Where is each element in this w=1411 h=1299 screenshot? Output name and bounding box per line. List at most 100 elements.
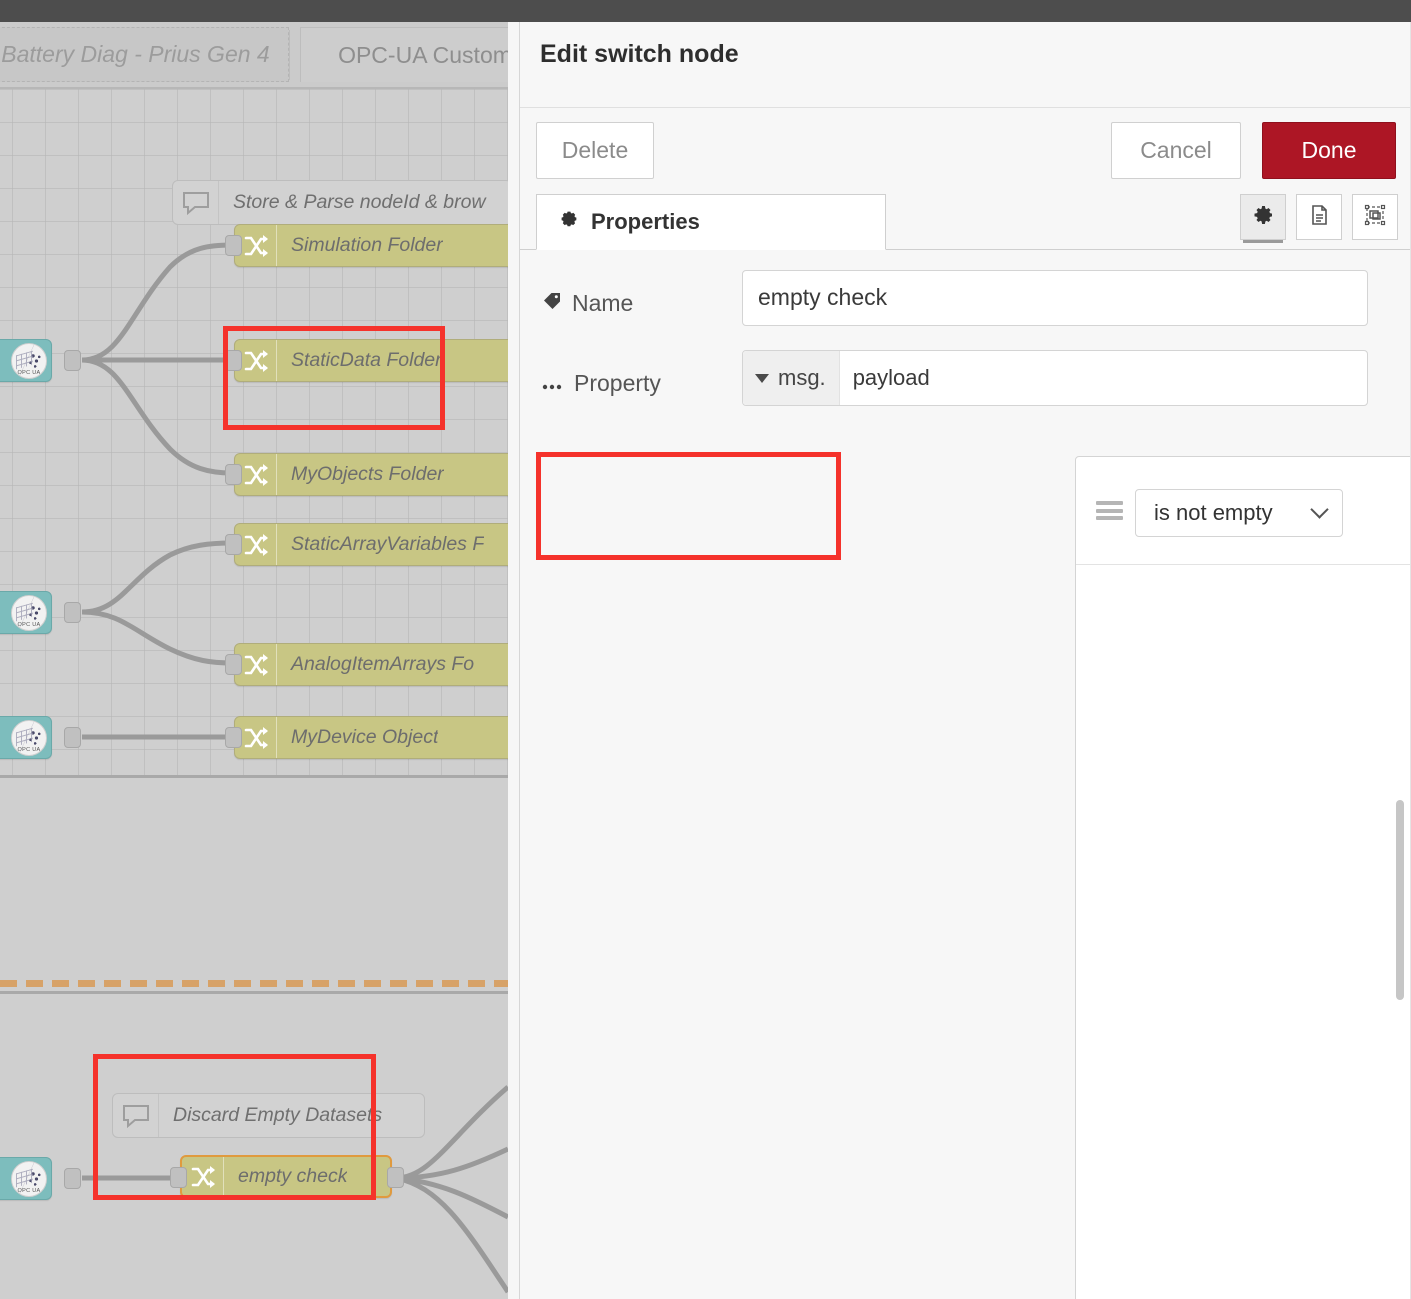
comment-node-discard-empty[interactable]: Discard Empty Datasets — [112, 1093, 425, 1138]
delete-button-label: Delete — [561, 137, 629, 163]
appearance-frame-icon — [1363, 203, 1387, 232]
switch-node-staticdata[interactable]: StaticData Folder — [234, 339, 508, 382]
edit-node-dialog: Edit switch node Delete Cancel Done Prop… — [223, 22, 1411, 1299]
node-output-port[interactable] — [64, 727, 81, 748]
switch-rule-row: is not empty → 1 ✖ — [1076, 457, 1411, 565]
switch-icon — [235, 454, 277, 495]
window-titlebar — [0, 0, 1411, 22]
switch-icon — [235, 340, 277, 381]
delete-button[interactable]: Delete — [536, 122, 654, 179]
dialog-form: Name empty check Property — [223, 270, 1411, 430]
dialog-tab-row: Properties — [520, 194, 1411, 250]
canvas-divider-lower — [0, 991, 508, 994]
switch-icon — [182, 1157, 224, 1196]
highlight-box-rule-operator — [536, 452, 841, 560]
description-document-icon — [1307, 203, 1331, 232]
switch-node-label: empty check — [238, 1165, 348, 1187]
switch-node-label: Simulation Folder — [291, 234, 443, 256]
appearance-frame-icon-button[interactable] — [1352, 194, 1398, 240]
switch-icon — [235, 225, 277, 266]
name-input-value: empty check — [758, 284, 888, 310]
switch-icon — [235, 717, 277, 758]
node-output-port[interactable] — [64, 1168, 81, 1189]
flow-editor: Battery Diag - Prius Gen 4 OPC-UA Custom — [0, 22, 508, 1299]
switch-node-label: StaticArrayVariables F — [291, 533, 485, 555]
rule-operator-label: is not empty — [1154, 500, 1273, 525]
switch-icon — [235, 644, 277, 685]
cancel-button[interactable]: Cancel — [1111, 122, 1241, 179]
done-button[interactable]: Done — [1262, 122, 1396, 179]
node-input-port[interactable] — [225, 350, 242, 371]
flow-tab-bar: Battery Diag - Prius Gen 4 OPC-UA Custom — [0, 22, 508, 87]
flow-tab-label: OPC-UA Custom — [338, 41, 508, 68]
tab-properties[interactable]: Properties — [536, 194, 886, 250]
flow-tab-battery-diag[interactable]: Battery Diag - Prius Gen 4 — [0, 27, 289, 82]
property-input-value: payload — [852, 365, 930, 390]
property-typed-input[interactable]: msg. payload — [742, 350, 1368, 406]
flow-tab-opcua-custom[interactable]: OPC-UA Custom — [300, 27, 508, 82]
switch-node-empty-check[interactable]: empty check — [180, 1155, 392, 1198]
canvas-divider-upper — [0, 775, 508, 778]
dialog-tab-underline — [520, 249, 1411, 250]
ellipsis-icon — [542, 370, 564, 397]
opcua-node-2[interactable]: er OPC UA — [0, 591, 52, 634]
tab-properties-label: Properties — [591, 209, 700, 234]
node-input-port[interactable] — [225, 464, 242, 485]
switch-icon — [235, 524, 277, 565]
property-type-label: msg. — [778, 365, 826, 390]
canvas-top-edge — [0, 87, 508, 89]
node-input-port[interactable] — [225, 235, 242, 256]
node-input-port[interactable] — [170, 1167, 187, 1188]
dialog-header-separator — [520, 107, 1411, 108]
opc-ua-logo: OPC UA — [11, 343, 47, 379]
switch-node-myobjects[interactable]: MyObjects Folder — [234, 453, 508, 496]
node-output-port[interactable] — [64, 602, 81, 623]
name-field-label: Name — [542, 290, 633, 317]
switch-node-simulation[interactable]: Simulation Folder — [234, 224, 508, 267]
switch-node-mydevice[interactable]: MyDevice Object — [234, 716, 508, 759]
opc-ua-logo: OPC UA — [11, 595, 47, 631]
comment-icon — [113, 1094, 159, 1137]
comment-label: Store & Parse nodeId & brow — [233, 191, 486, 213]
opcua-node-3[interactable]: er OPC UA — [0, 716, 52, 759]
tag-icon — [542, 290, 562, 317]
node-input-port[interactable] — [225, 534, 242, 555]
node-input-port[interactable] — [225, 727, 242, 748]
form-row-name: Name empty check — [520, 270, 1411, 350]
gear-icon — [559, 210, 579, 235]
comment-node-store-parse[interactable]: Store & Parse nodeId & brow — [172, 180, 508, 225]
gear-icon-button[interactable] — [1240, 194, 1286, 243]
chevron-down-icon — [1310, 500, 1329, 519]
done-button-label: Done — [1301, 137, 1357, 163]
opcua-node-4[interactable]: er OPC UA — [0, 1157, 52, 1200]
canvas-blank-band — [0, 777, 508, 1299]
opc-ua-logo: OPC UA — [11, 720, 47, 756]
comment-label: Discard Empty Datasets — [173, 1104, 383, 1126]
flow-tab-label: Battery Diag - Prius Gen 4 — [1, 41, 270, 67]
name-input[interactable]: empty check — [742, 270, 1368, 326]
rule-operator-select[interactable]: is not empty — [1135, 489, 1343, 537]
flow-canvas[interactable]: Store & Parse nodeId & brow er OPC UA Si… — [0, 87, 508, 1299]
description-document-icon-button[interactable] — [1296, 194, 1342, 240]
switch-node-staticarray[interactable]: StaticArrayVariables F — [234, 523, 508, 566]
node-output-port[interactable] — [64, 350, 81, 371]
cancel-button-label: Cancel — [1140, 137, 1212, 163]
dialog-title: Edit switch node — [540, 40, 739, 68]
switch-node-label: AnalogItemArrays Fo — [291, 653, 475, 675]
opc-ua-logo: OPC UA — [11, 1161, 47, 1197]
tab-separator — [289, 30, 290, 80]
drag-handle-icon[interactable] — [1096, 501, 1123, 520]
node-output-port[interactable] — [387, 1167, 404, 1188]
editor-dialog-gap — [508, 22, 519, 1299]
dialog-vertical-scrollbar[interactable] — [1396, 800, 1404, 1000]
opcua-node-1[interactable]: er OPC UA — [0, 339, 52, 382]
switch-node-analogitemarrays[interactable]: AnalogItemArrays Fo — [234, 643, 508, 686]
switch-node-label: MyObjects Folder — [291, 463, 444, 485]
node-input-port[interactable] — [225, 654, 242, 675]
switch-node-label: StaticData Folder — [291, 349, 442, 371]
switch-rules-container: is not empty → 1 ✖ — [1075, 456, 1411, 1299]
property-field-label: Property — [542, 370, 661, 397]
dialog-icon-button-group — [1240, 194, 1398, 243]
property-type-selector[interactable]: msg. — [743, 351, 840, 405]
form-row-property: Property msg. payload — [223, 326, 1411, 430]
